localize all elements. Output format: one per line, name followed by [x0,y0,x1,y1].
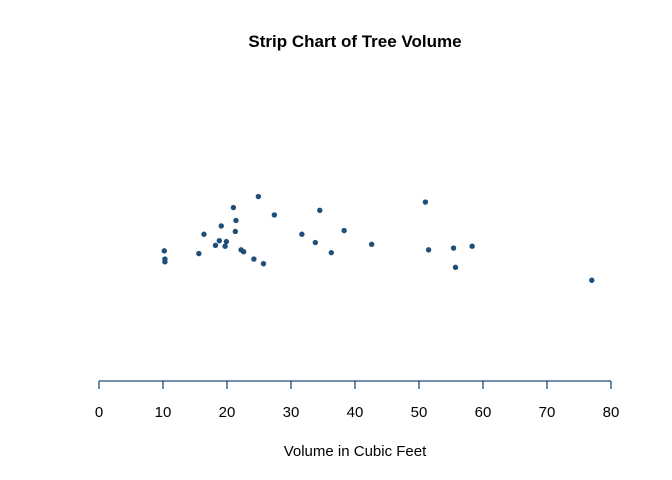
data-point [255,193,262,200]
data-point [450,245,457,251]
data-point [469,243,475,249]
data-point [317,207,323,214]
data-point [162,256,168,262]
data-point [196,250,202,257]
data-point [425,247,432,253]
data-point [232,228,239,235]
data-point [223,238,230,245]
data-point [271,212,278,218]
x-tick-label: 10 [155,404,172,421]
x-tick-label: 0 [95,404,103,421]
data-point [251,256,257,262]
data-point [222,243,228,249]
data-point [238,247,244,253]
x-tick-label: 80 [603,404,620,421]
data-point [218,223,224,229]
data-point [233,217,239,224]
data-point [161,248,167,254]
x-tick-label: 70 [539,404,556,421]
data-point [368,241,375,248]
data-point [212,242,219,248]
data-point [260,260,267,267]
data-point [328,249,335,256]
x-tick-label: 60 [475,404,492,421]
data-point [201,231,207,237]
data-point [312,239,319,246]
x-tick-label: 40 [347,404,364,421]
data-point [589,277,595,283]
data-point [216,237,223,244]
x-axis: 0 10 20 30 40 50 60 70 80 [95,380,620,421]
x-tick-label: 30 [283,404,300,421]
data-point [341,227,347,234]
data-point [230,204,237,211]
chart-title: Strip Chart of Tree Volume [248,32,461,51]
data-point [422,199,429,205]
data-point [299,231,305,237]
x-tick-label: 50 [411,404,428,421]
data-points [161,193,595,283]
data-point [452,264,459,271]
x-axis-label: Volume in Cubic Feet [284,443,427,460]
x-tick-label: 20 [219,404,236,421]
